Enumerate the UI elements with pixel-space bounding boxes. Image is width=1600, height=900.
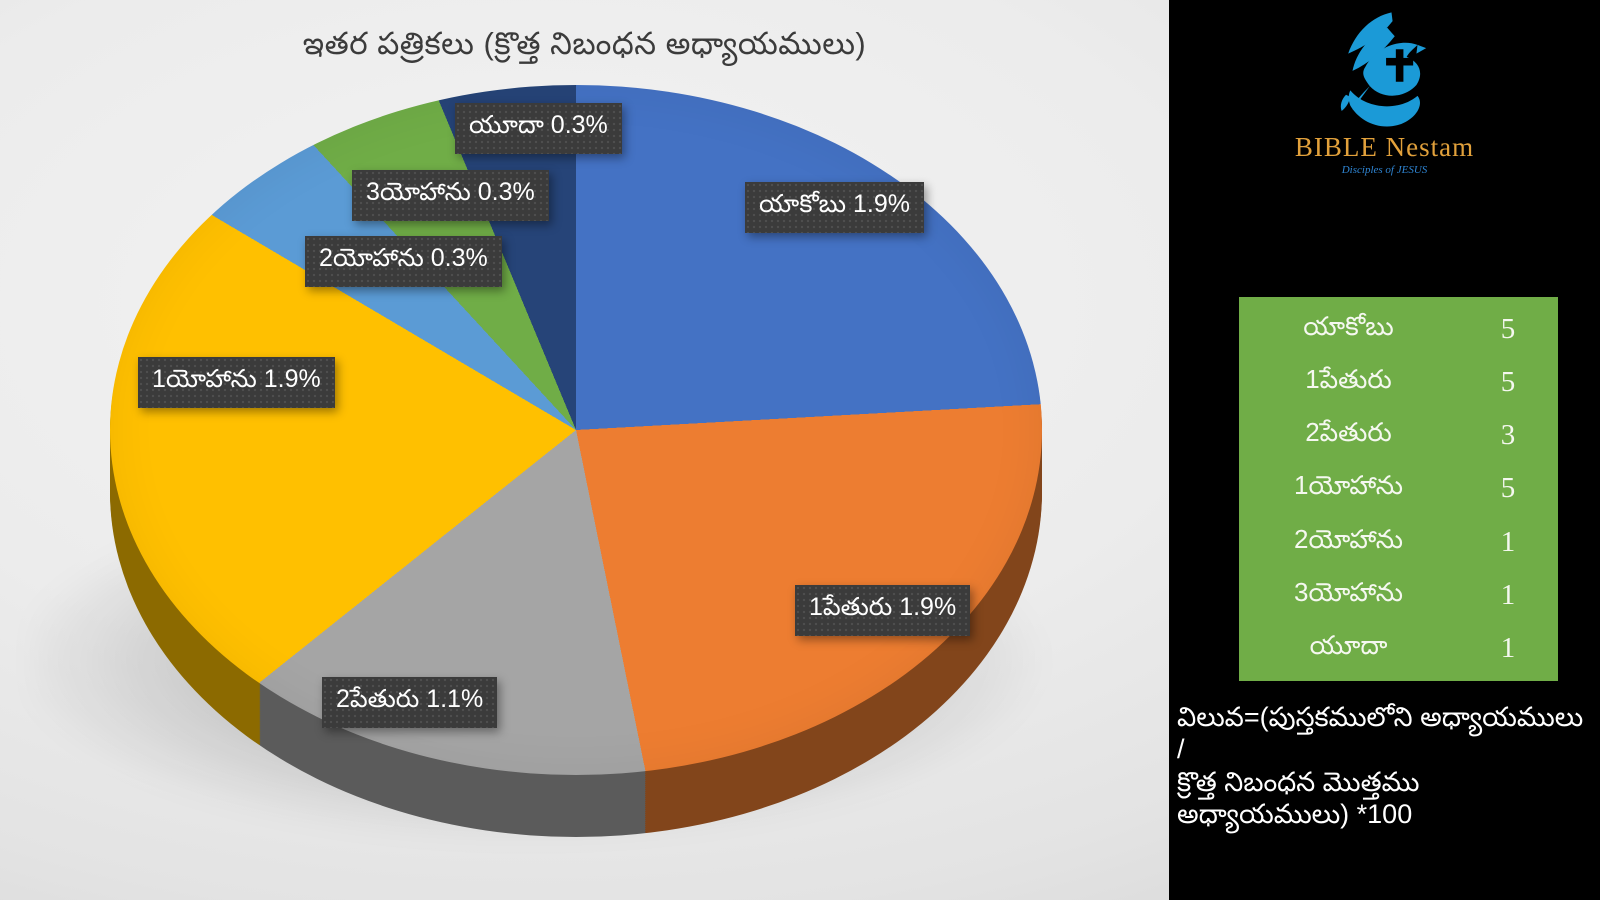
pie-data-label: 2యోహాను 0.3% (305, 236, 502, 287)
book-name: 1పేతురు (1305, 364, 1392, 395)
book-name: 2యోహాను (1293, 523, 1404, 554)
book-name: 3యోహాను (1293, 576, 1404, 607)
pie-data-label: 2పేతురు 1.1% (322, 677, 498, 728)
table-row: 1పేతురు 5 (1239, 364, 1558, 401)
book-name: 1యోహాను (1293, 470, 1404, 501)
book-name: యూదా (1309, 629, 1388, 660)
formula-line: క్రొత్త నిబంధన మొత్తము (1177, 766, 1420, 797)
table-row: 2పేతురు 3 (1239, 417, 1558, 454)
pie-data-label: 3యోహాను 0.3% (352, 170, 549, 221)
chapter-count: 1 (1500, 525, 1516, 558)
table-row: 2యోహాను 1 (1239, 524, 1558, 561)
formula-note: విలువ=(పుస్తకములోని అధ్యాయములు / క్రొత్త… (1177, 701, 1597, 831)
brand-logo: BIBLE Nestam Disciples of JESUS (1169, 8, 1600, 176)
chapter-count: 5 (1500, 472, 1516, 505)
table-row: యాకోబు 5 (1239, 311, 1558, 348)
pie-data-label: యాకోబు 1.9% (745, 182, 924, 233)
formula-line: విలువ=(పుస్తకములోని అధ్యాయములు / (1177, 702, 1584, 765)
pie-data-label: 1పేతురు 1.9% (795, 585, 971, 636)
chapters-table: యాకోబు 5 1పేతురు 5 2పేతురు 3 1యోహాను 5 2యోహాను 1 3… (1239, 297, 1558, 681)
chapter-count: 3 (1500, 419, 1516, 452)
chapter-count: 1 (1500, 578, 1516, 611)
pie-data-label: 1యోహాను 1.9% (138, 357, 335, 408)
pie-data-label: యూదా 0.3% (455, 103, 622, 154)
table-row: యూదా 1 (1239, 630, 1558, 667)
pie-3d (110, 85, 1042, 837)
brand-tagline: Disciples of JESUS (1341, 164, 1428, 176)
brand-name: BIBLE Nestam (1294, 132, 1475, 162)
sidebar: BIBLE Nestam Disciples of JESUS యాకోబు 5 1… (1169, 0, 1600, 900)
pie-chart-area: ఇతర పత్రికలు (క్రొత్త నిబంధన అధ్యాయములు)… (0, 0, 1169, 900)
table-row: 3యోహాను 1 (1239, 577, 1558, 614)
chart-title: ఇతర పత్రికలు (క్రొత్త నిబంధన అధ్యాయములు) (302, 26, 867, 61)
book-name: 2పేతురు (1305, 417, 1392, 448)
table-row: 1యోహాను 5 (1239, 470, 1558, 507)
formula-line: అధ్యాయములు) *100 (1177, 799, 1413, 830)
book-name: యాకోబు (1303, 311, 1394, 342)
chapter-count: 5 (1500, 366, 1516, 399)
chapter-count: 5 (1500, 313, 1516, 346)
chapter-count: 1 (1500, 631, 1516, 664)
dove-cross-hand-icon (1340, 12, 1426, 127)
